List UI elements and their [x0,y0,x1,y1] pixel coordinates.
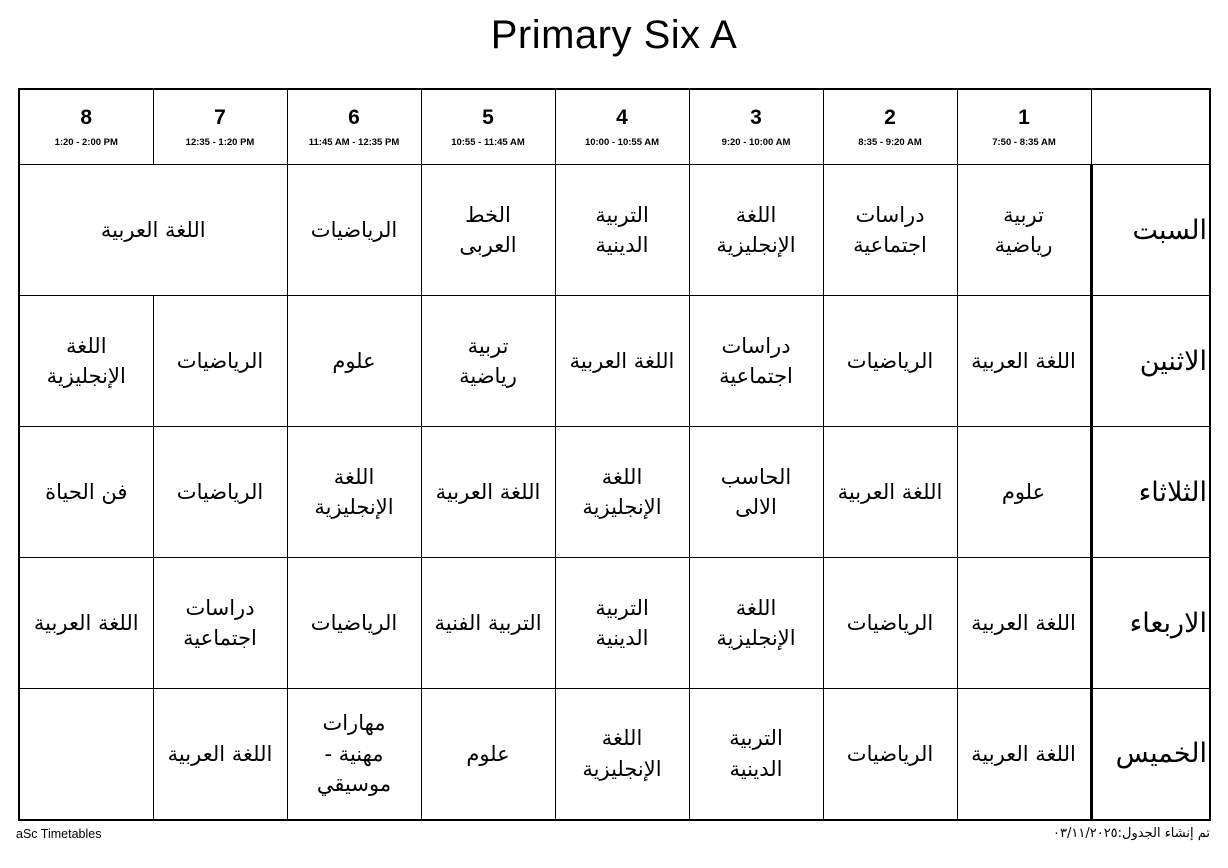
period-number: 6 [348,106,360,130]
day-column-header [1090,88,1211,165]
period-header-5: 5 10:55 - 11:45 AM [420,88,556,165]
lesson-cell: الحاسب الالى [688,426,824,558]
lesson-cell: علوم [956,426,1092,558]
period-header-3: 3 9:20 - 10:00 AM [688,88,824,165]
lesson-cell: اللغة الإنجليزية [554,688,690,820]
lesson-cell: اللغة العربية [956,688,1092,820]
lesson-cell: علوم [420,688,556,820]
lesson-cell: فن الحياة [18,426,154,558]
lesson-cell: دراسات اجتماعية [822,164,958,296]
lesson-cell: دراسات اجتماعية [688,295,824,427]
period-time: 11:45 AM - 12:35 PM [308,136,400,148]
period-time: 1:20 - 2:00 PM [54,136,118,148]
period-header-7: 7 12:35 - 1:20 PM [152,88,288,165]
period-time: 10:00 - 10:55 AM [584,136,660,148]
footer-created-date: تم إنشاء الجدول:٠٣/١١/٢٠٢٥ [1053,826,1210,841]
period-header-6: 6 11:45 AM - 12:35 PM [286,88,422,165]
day-label: الخميس [1089,688,1211,820]
lesson-cell: الرياضيات [152,295,288,427]
lesson-cell-merged: اللغة العربية [18,164,288,296]
period-header-4: 4 10:00 - 10:55 AM [554,88,690,165]
lesson-cell: التربية الدينية [688,688,824,820]
lesson-cell: تربية رياضية [420,295,556,427]
period-number: 7 [214,106,226,130]
period-time: 8:35 - 9:20 AM [858,136,922,148]
footer-app-name: aSc Timetables [16,827,102,841]
lesson-cell: اللغة العربية [822,426,958,558]
header-row: 1 7:50 - 8:35 AM 2 8:35 - 9:20 AM 3 9:20… [18,88,1211,165]
lesson-cell: اللغة العربية [554,295,690,427]
lesson-cell: اللغة الإنجليزية [18,295,154,427]
lesson-cell: اللغة الإنجليزية [554,426,690,558]
lesson-cell: تربية رياضية [956,164,1092,296]
period-time: 10:55 - 11:45 AM [451,136,525,148]
lesson-cell: اللغة العربية [956,557,1092,689]
day-label: الثلاثاء [1089,426,1211,558]
day-row-monday: الاثنين اللغة العربية الرياضيات دراسات ا… [18,295,1211,427]
lesson-cell: دراسات اجتماعية [152,557,288,689]
period-number: 5 [482,106,494,130]
lesson-cell: التربية الدينية [554,164,690,296]
lesson-cell: التربية الفنية [420,557,556,689]
lesson-cell: الخط العربى [420,164,556,296]
lesson-cell: اللغة العربية [152,688,288,820]
period-header-2: 2 8:35 - 9:20 AM [822,88,958,165]
day-row-saturday: السبت تربية رياضية دراسات اجتماعية اللغة… [18,164,1211,296]
period-header-8: 8 1:20 - 2:00 PM [18,88,154,165]
page-title: Primary Six A [490,13,738,57]
period-time: 9:20 - 10:00 AM [721,136,791,148]
timetable-table: 1 7:50 - 8:35 AM 2 8:35 - 9:20 AM 3 9:20… [18,88,1211,821]
day-row-tuesday: الثلاثاء علوم اللغة العربية الحاسب الالى… [18,426,1211,558]
lesson-cell: مهارات مهنية - موسيقي [286,688,422,820]
lesson-cell: علوم [286,295,422,427]
lesson-cell: اللغة الإنجليزية [286,426,422,558]
lesson-cell: اللغة العربية [956,295,1092,427]
period-number: 2 [884,106,896,130]
lesson-cell: الرياضيات [152,426,288,558]
lesson-cell: الرياضيات [286,164,422,296]
period-number: 8 [80,106,93,130]
period-time: 7:50 - 8:35 AM [992,136,1056,148]
day-label: السبت [1089,164,1211,296]
day-label: الاربعاء [1089,557,1211,689]
lesson-cell: اللغة الإنجليزية [688,557,824,689]
lesson-cell: الرياضيات [286,557,422,689]
lesson-cell: اللغة الإنجليزية [688,164,824,296]
lesson-cell: الرياضيات [822,557,958,689]
lesson-cell: اللغة العربية [18,557,154,689]
day-label: الاثنين [1089,295,1211,427]
lesson-cell: الرياضيات [822,688,958,820]
period-time: 12:35 - 1:20 PM [185,136,255,148]
period-header-1: 1 7:50 - 8:35 AM [956,88,1092,165]
period-number: 4 [616,106,628,130]
lesson-cell: الرياضيات [822,295,958,427]
day-row-wednesday: الاربعاء اللغة العربية الرياضيات اللغة ا… [18,557,1211,689]
day-row-thursday: الخميس اللغة العربية الرياضيات التربية ا… [18,688,1211,820]
lesson-cell: التربية الدينية [554,557,690,689]
lesson-cell-empty [18,688,154,820]
period-number: 1 [1018,106,1030,130]
period-number: 3 [750,106,762,130]
lesson-cell: اللغة العربية [420,426,556,558]
